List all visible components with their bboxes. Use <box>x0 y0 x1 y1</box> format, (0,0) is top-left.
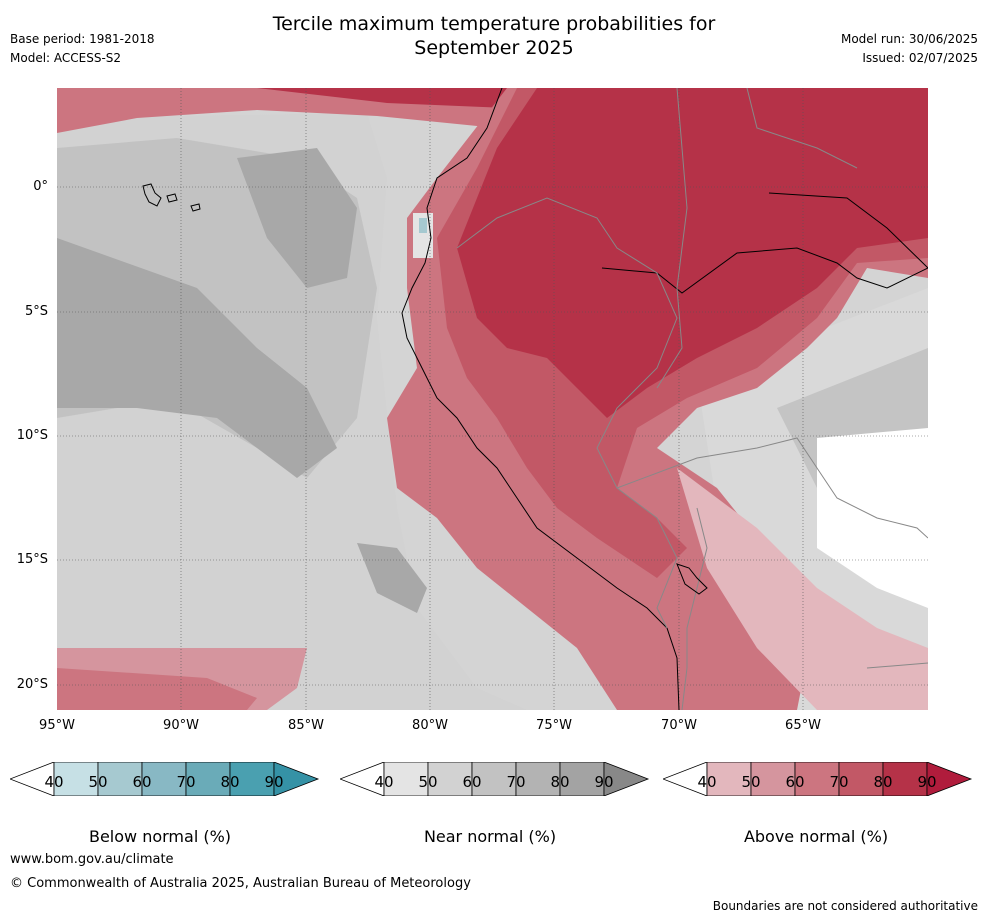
cbar-above-tick: 80 <box>873 773 893 791</box>
lon-label-95w: 95°W <box>39 718 75 733</box>
coastline-north <box>768 192 928 269</box>
country-border <box>456 197 678 629</box>
cbar-near-tick: 80 <box>550 773 570 791</box>
above-normal-southeast-40 <box>677 468 928 710</box>
cbar-below-tick: 60 <box>132 773 152 791</box>
no-signal-region <box>817 428 928 608</box>
country-border-sw <box>866 662 928 669</box>
lake-titicaca <box>676 563 708 595</box>
cbar-near-tick: 40 <box>374 773 394 791</box>
cbar-below-bin-3 <box>141 762 187 796</box>
cbar-below-tick: 80 <box>220 773 240 791</box>
cbar-below-label: Below normal (%) <box>88 827 232 846</box>
cbar-above-tick: 40 <box>697 773 717 791</box>
near-normal-70-region <box>57 238 337 478</box>
cbar-near-tick: 90 <box>594 773 614 791</box>
cbar-above-tick: 90 <box>917 773 937 791</box>
cbar-above-bin-3 <box>794 762 840 796</box>
lat-label-0: 0° <box>33 179 48 194</box>
lat-label-20s: 20°S <box>16 677 48 692</box>
cbar-above-extend-high <box>926 762 973 796</box>
cbar-above-bin-5 <box>882 762 928 796</box>
cbar-above-tick: 60 <box>785 773 805 791</box>
country-border-north <box>746 88 858 169</box>
island-san-cristobal <box>190 203 201 212</box>
graticule <box>57 88 928 710</box>
cbar-near-tick: 70 <box>506 773 526 791</box>
lon-label-70w: 70°W <box>661 718 697 733</box>
island-isabela <box>142 183 162 207</box>
above-normal-continent-80 <box>457 88 928 418</box>
lon-label-85w: 85°W <box>288 718 324 733</box>
lon-label-90w: 90°W <box>163 718 199 733</box>
cbar-below-bin-1 <box>53 762 99 796</box>
model-name: Model: ACCESS-S2 <box>10 51 122 65</box>
island-santa-cruz <box>166 193 178 203</box>
disclaimer-text: Boundaries are not considered authoritat… <box>712 899 978 913</box>
cbar-near-bin-5 <box>559 762 605 796</box>
cbar-near-bin-2 <box>427 762 473 796</box>
copyright-text: © Commonwealth of Australia 2025, Austra… <box>10 876 471 891</box>
cbar-below-bin-5 <box>229 762 275 796</box>
river-line <box>601 247 928 294</box>
cbar-above-label: Above normal (%) <box>743 827 889 846</box>
cbar-below-extend-high <box>273 762 320 796</box>
cbar-near-tick: 60 <box>462 773 482 791</box>
base-period: Base period: 1981-2018 <box>10 32 155 46</box>
above-normal-north-ocean-80 <box>257 88 517 108</box>
lon-label-65w: 65°W <box>785 718 821 733</box>
above-normal-southwest-60 <box>57 668 257 710</box>
colorbar-near-normal <box>340 762 650 796</box>
near-normal-70-region-south <box>357 543 427 613</box>
issued-date: Issued: 02/07/2025 <box>862 51 978 65</box>
cbar-below-tick: 40 <box>44 773 64 791</box>
lon-label-80w: 80°W <box>412 718 448 733</box>
near-normal-70-region-north <box>237 148 357 288</box>
cbar-above-bin-4 <box>838 762 884 796</box>
lat-label-15s: 15°S <box>16 552 48 567</box>
cbar-below-bin-4 <box>185 762 231 796</box>
lon-label-75w: 75°W <box>536 718 572 733</box>
near-normal-coastal-patch <box>413 213 433 258</box>
country-border-east <box>656 88 688 389</box>
colorbar-below-normal <box>10 762 320 796</box>
title-line-2: September 2025 <box>414 37 574 59</box>
cbar-near-label: Near normal (%) <box>423 827 557 846</box>
lat-label-5s: 5°S <box>24 304 48 319</box>
coastline <box>401 88 680 710</box>
cbar-near-tick: 50 <box>418 773 438 791</box>
title-line-1: Tercile maximum temperature probabilitie… <box>272 13 716 35</box>
lat-label-10s: 10°S <box>16 428 48 443</box>
website-link[interactable]: www.bom.gov.au/climate <box>10 852 174 867</box>
country-border-south <box>616 437 928 539</box>
colorbar-above-normal <box>663 762 973 796</box>
chart-title: Tercile maximum temperature probabilitie… <box>0 12 988 60</box>
cbar-near-extend-high <box>603 762 650 796</box>
cbar-below-tick: 70 <box>176 773 196 791</box>
cbar-above-tick: 50 <box>741 773 761 791</box>
galapagos-islands <box>142 183 201 212</box>
cbar-below-tick: 50 <box>88 773 108 791</box>
below-normal-coastal-patch <box>419 218 427 233</box>
country-border-bolivia <box>681 507 708 710</box>
cbar-near-bin-3 <box>471 762 517 796</box>
probability-map <box>57 88 928 710</box>
cbar-above-tick: 70 <box>829 773 849 791</box>
model-run: Model run: 30/06/2025 <box>840 32 978 46</box>
cbar-below-tick: 90 <box>264 773 284 791</box>
